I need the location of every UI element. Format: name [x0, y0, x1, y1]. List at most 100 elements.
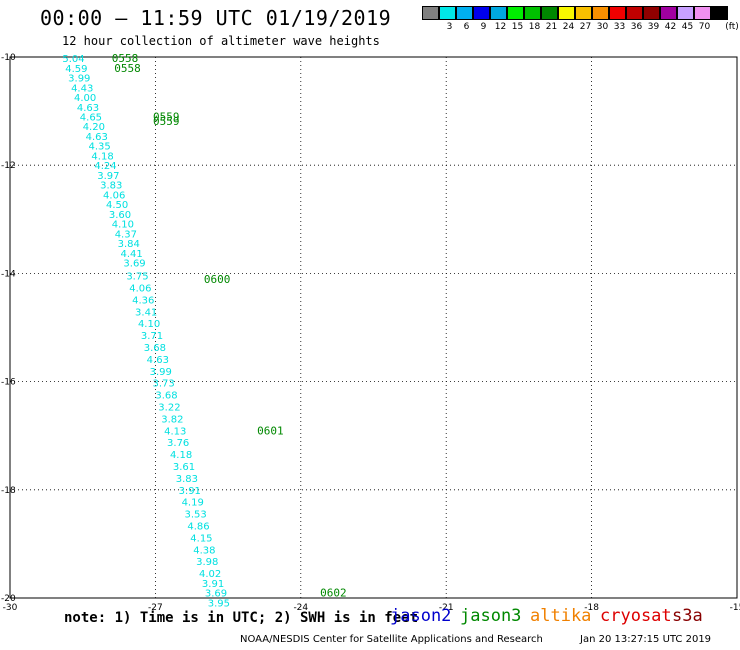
legend-item-jason2: jason2	[390, 606, 452, 626]
color-swatch	[490, 6, 507, 20]
color-swatch	[694, 6, 711, 20]
data-point-value: 4.86	[187, 522, 209, 533]
color-scale-unit: (ft)	[725, 22, 739, 32]
x-tick-label: -18	[584, 603, 599, 613]
data-point-value: 3.83	[176, 474, 198, 485]
data-point-value: 4.15	[190, 533, 212, 544]
chart-title: 00:00 – 11:59 UTC 01/19/2019	[40, 6, 392, 30]
color-scale-label: 45	[681, 22, 694, 32]
color-scale-label: 42	[664, 22, 677, 32]
data-point-value: 3.91	[179, 486, 201, 497]
color-scale-label: 21	[545, 22, 558, 32]
color-swatch	[473, 6, 490, 20]
time-label: 0558	[114, 62, 141, 75]
color-scale-label: 6	[463, 22, 470, 32]
data-point-value: 3.61	[173, 462, 195, 473]
data-point-value: 4.35	[89, 142, 111, 153]
data-point-value: 3.98	[196, 557, 218, 568]
color-swatch	[626, 6, 643, 20]
y-tick-label: -10	[1, 53, 16, 63]
data-point-value: 3.95	[208, 598, 230, 609]
data-point-value: 3.83	[100, 181, 122, 192]
x-tick-label: -15	[730, 603, 740, 613]
data-point-value: 4.24	[94, 161, 116, 172]
data-point-value: 3.99	[68, 74, 90, 85]
data-point-value: 3.69	[205, 589, 227, 600]
data-point-value: 4.59	[65, 64, 87, 75]
data-point-value: 4.38	[193, 545, 215, 556]
time-label: 0559	[153, 115, 180, 128]
color-scale-label: 27	[579, 22, 592, 32]
color-scale-label: 15	[511, 22, 524, 32]
color-scale-label: 30	[596, 22, 609, 32]
color-swatch	[524, 6, 541, 20]
y-tick-label: -18	[1, 486, 16, 496]
data-point-value: 3.75	[126, 272, 148, 283]
data-point-value: 3.73	[152, 379, 174, 390]
data-point-value: 3.41	[135, 307, 157, 318]
chart-subtitle: 12 hour collection of altimeter wave hei…	[62, 34, 380, 48]
time-label: 0559	[153, 111, 180, 124]
data-point-value: 3.91	[202, 579, 224, 590]
data-point-value: 4.36	[132, 295, 154, 306]
time-label: 0558	[112, 52, 139, 65]
color-scale-label: 3	[446, 22, 453, 32]
y-tick-label: -12	[1, 161, 16, 171]
legend-item-s3a: s3a	[672, 606, 703, 626]
color-scale-label: 12	[494, 22, 507, 32]
data-point-value: 4.00	[74, 93, 96, 104]
time-label: 0601	[257, 424, 284, 437]
data-point-value: 4.50	[106, 200, 128, 211]
color-scale-label: 24	[562, 22, 575, 32]
y-tick-label: -16	[1, 378, 16, 388]
color-swatch	[456, 6, 473, 20]
color-swatch	[592, 6, 609, 20]
data-point-value: 3.99	[150, 367, 172, 378]
data-point-value: 3.53	[184, 510, 206, 521]
x-tick-label: -30	[3, 603, 18, 613]
color-scale-label: 9	[480, 22, 487, 32]
color-scale-label: 39	[647, 22, 660, 32]
color-swatch	[660, 6, 677, 20]
color-scale-label: 70	[698, 22, 711, 32]
data-point-value: 4.13	[164, 426, 186, 437]
data-point-value: 4.10	[138, 319, 160, 330]
data-point-value: 4.02	[199, 569, 221, 580]
data-point-value: 3.76	[167, 438, 189, 449]
data-point-value: 3.68	[144, 343, 166, 354]
time-label: 0602	[320, 587, 347, 600]
data-point-value: 4.65	[80, 113, 102, 124]
data-point-value: 4.37	[115, 229, 137, 240]
footer-timestamp: Jan 20 13:27:15 UTC 2019	[580, 634, 712, 645]
chart-note: note: 1) Time is in UTC; 2) SWH is in fe…	[64, 610, 419, 626]
x-tick-label: -27	[148, 603, 163, 613]
color-swatch	[575, 6, 592, 20]
legend-item-altika: altika	[530, 606, 592, 626]
color-swatch	[677, 6, 694, 20]
color-swatch	[541, 6, 558, 20]
data-point-value: 3.22	[158, 402, 180, 413]
legend-item-cryosat: cryosat	[600, 606, 672, 626]
color-swatch	[609, 6, 626, 20]
data-point-value: 4.19	[182, 498, 204, 509]
data-point-value: 5.04	[62, 54, 84, 65]
time-label: 0600	[204, 273, 231, 286]
x-tick-label: -21	[439, 603, 454, 613]
data-point-value: 3.84	[118, 239, 140, 250]
color-swatch	[643, 6, 660, 20]
data-point-value: 3.60	[109, 210, 131, 221]
color-swatch	[711, 6, 728, 20]
plot-frame	[9, 56, 738, 599]
y-tick-label: -14	[1, 269, 16, 279]
data-point-value: 3.69	[123, 259, 145, 270]
data-point-value: 4.43	[71, 83, 93, 94]
y-tick-label: -20	[1, 594, 16, 604]
data-point-value: 4.63	[86, 132, 108, 143]
data-point-value: 4.06	[129, 283, 151, 294]
data-point-value: 4.63	[147, 355, 169, 366]
data-point-value: 3.97	[97, 171, 119, 182]
data-point-value: 4.18	[91, 151, 113, 162]
color-swatch	[558, 6, 575, 20]
x-tick-label: -24	[293, 603, 308, 613]
